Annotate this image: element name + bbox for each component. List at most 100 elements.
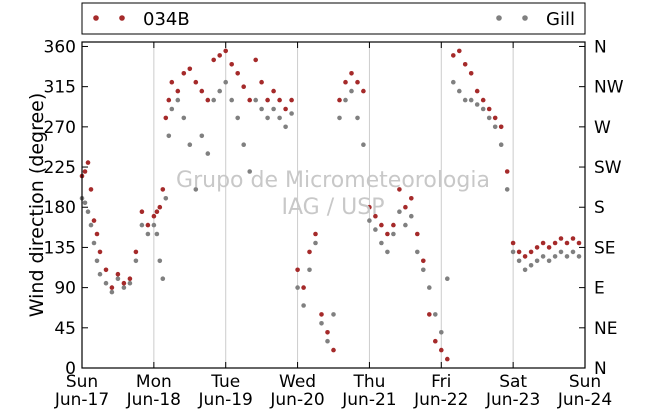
- data-point-034B: [534, 245, 540, 250]
- data-point-gill: [223, 79, 228, 85]
- legend-dot-gill: [522, 15, 528, 21]
- data-point-034B: [373, 213, 378, 219]
- y-tick-label: 315: [44, 78, 76, 98]
- data-point-034B: [289, 97, 294, 103]
- data-point-gill: [88, 222, 94, 228]
- data-point-034B: [445, 356, 450, 362]
- data-point-gill: [109, 289, 115, 295]
- data-point-gill: [570, 249, 576, 255]
- data-point-gill: [94, 258, 100, 264]
- data-point-gill: [133, 258, 139, 264]
- right-tick-label: SW: [594, 158, 622, 178]
- data-point-034B: [160, 187, 166, 192]
- x-tick-label-day: Mon: [136, 372, 172, 392]
- y-tick-label: 270: [44, 118, 76, 138]
- legend-label-034B: 034B: [143, 9, 190, 30]
- data-point-034B: [558, 236, 564, 241]
- right-tick-label: SE: [594, 238, 616, 258]
- data-point-034B: [409, 196, 414, 201]
- data-point-gill: [187, 142, 193, 147]
- x-tick-label-date: Jun-23: [485, 390, 540, 409]
- data-point-gill: [528, 263, 534, 268]
- data-point-gill: [492, 124, 498, 130]
- data-point-034B: [343, 79, 348, 85]
- data-point-gill: [427, 285, 432, 290]
- legend-marker-gill: [496, 15, 528, 21]
- data-point-034B: [546, 245, 552, 250]
- data-point-034B: [415, 231, 420, 237]
- data-point-034B: [283, 106, 288, 112]
- data-point-gill: [391, 231, 396, 237]
- data-point-034B: [510, 240, 516, 246]
- data-point-gill: [307, 267, 312, 273]
- x-tick-label-day: Sat: [499, 372, 527, 392]
- data-point-034B: [313, 231, 318, 237]
- data-point-034B: [223, 48, 228, 54]
- data-point-034B: [486, 106, 492, 112]
- y-tick-label: 360: [44, 37, 76, 57]
- data-point-gill: [166, 133, 172, 139]
- data-point-gill: [181, 115, 187, 121]
- right-tick-label: NW: [594, 78, 624, 98]
- data-point-034B: [349, 71, 354, 76]
- data-point-gill: [367, 218, 372, 223]
- data-point-gill: [552, 254, 558, 259]
- data-point-034B: [307, 249, 312, 255]
- data-point-034B: [175, 88, 181, 94]
- data-point-034B: [516, 249, 522, 255]
- data-point-034B: [166, 97, 172, 103]
- data-point-034B: [265, 97, 270, 103]
- left-axis: 0 45 90 135 180 225 270 315 360: [44, 37, 88, 379]
- data-point-gill: [193, 187, 199, 192]
- data-point-gill: [82, 200, 88, 206]
- data-point-gill: [355, 115, 360, 121]
- data-point-gill: [385, 249, 390, 255]
- data-point-gill: [97, 271, 103, 277]
- x-tick-label-date: Jun-19: [198, 390, 253, 409]
- data-point-034B: [433, 338, 438, 344]
- data-point-gill: [397, 209, 402, 214]
- data-point-034B: [169, 79, 175, 85]
- data-point-034B: [379, 222, 384, 228]
- data-point-034B: [570, 236, 576, 241]
- data-point-gill: [468, 97, 474, 103]
- data-point-034B: [540, 240, 546, 246]
- data-point-gill: [259, 106, 264, 112]
- data-point-gill: [337, 115, 342, 121]
- data-point-gill: [211, 97, 216, 103]
- data-point-gill: [271, 106, 276, 112]
- data-point-gill: [175, 97, 181, 103]
- data-point-034B: [576, 240, 582, 246]
- data-point-034B: [103, 267, 109, 273]
- data-point-034B: [295, 267, 300, 273]
- data-point-034B: [457, 48, 462, 54]
- data-point-034B: [427, 312, 432, 317]
- data-point-gill: [247, 169, 252, 174]
- data-point-034B: [439, 347, 444, 353]
- legend-marker-034B: [93, 15, 125, 21]
- x-tick-label-date: Jun-22: [413, 390, 468, 409]
- data-point-gill: [331, 312, 336, 317]
- right-tick-label: N: [594, 37, 607, 57]
- data-point-034B: [337, 97, 342, 103]
- data-point-gill: [157, 258, 163, 264]
- data-point-gill: [277, 115, 282, 121]
- data-point-034B: [462, 62, 468, 67]
- data-point-034B: [109, 285, 115, 290]
- data-point-gill: [151, 222, 157, 228]
- data-point-034B: [385, 231, 390, 237]
- data-point-gill: [433, 312, 438, 317]
- data-point-gill: [253, 97, 258, 103]
- data-point-034B: [94, 231, 100, 237]
- data-point-034B: [133, 249, 139, 255]
- data-point-gill: [451, 79, 456, 85]
- data-point-034B: [528, 249, 534, 255]
- data-point-gill: [325, 338, 330, 344]
- data-point-034B: [97, 249, 103, 255]
- watermark-line-2: IAG / USP: [282, 195, 385, 220]
- data-point-gill: [241, 142, 246, 147]
- data-point-034B: [229, 62, 234, 67]
- data-point-gill: [85, 209, 91, 214]
- x-tick-label-date: Jun-20: [269, 390, 324, 409]
- data-point-034B: [331, 347, 336, 353]
